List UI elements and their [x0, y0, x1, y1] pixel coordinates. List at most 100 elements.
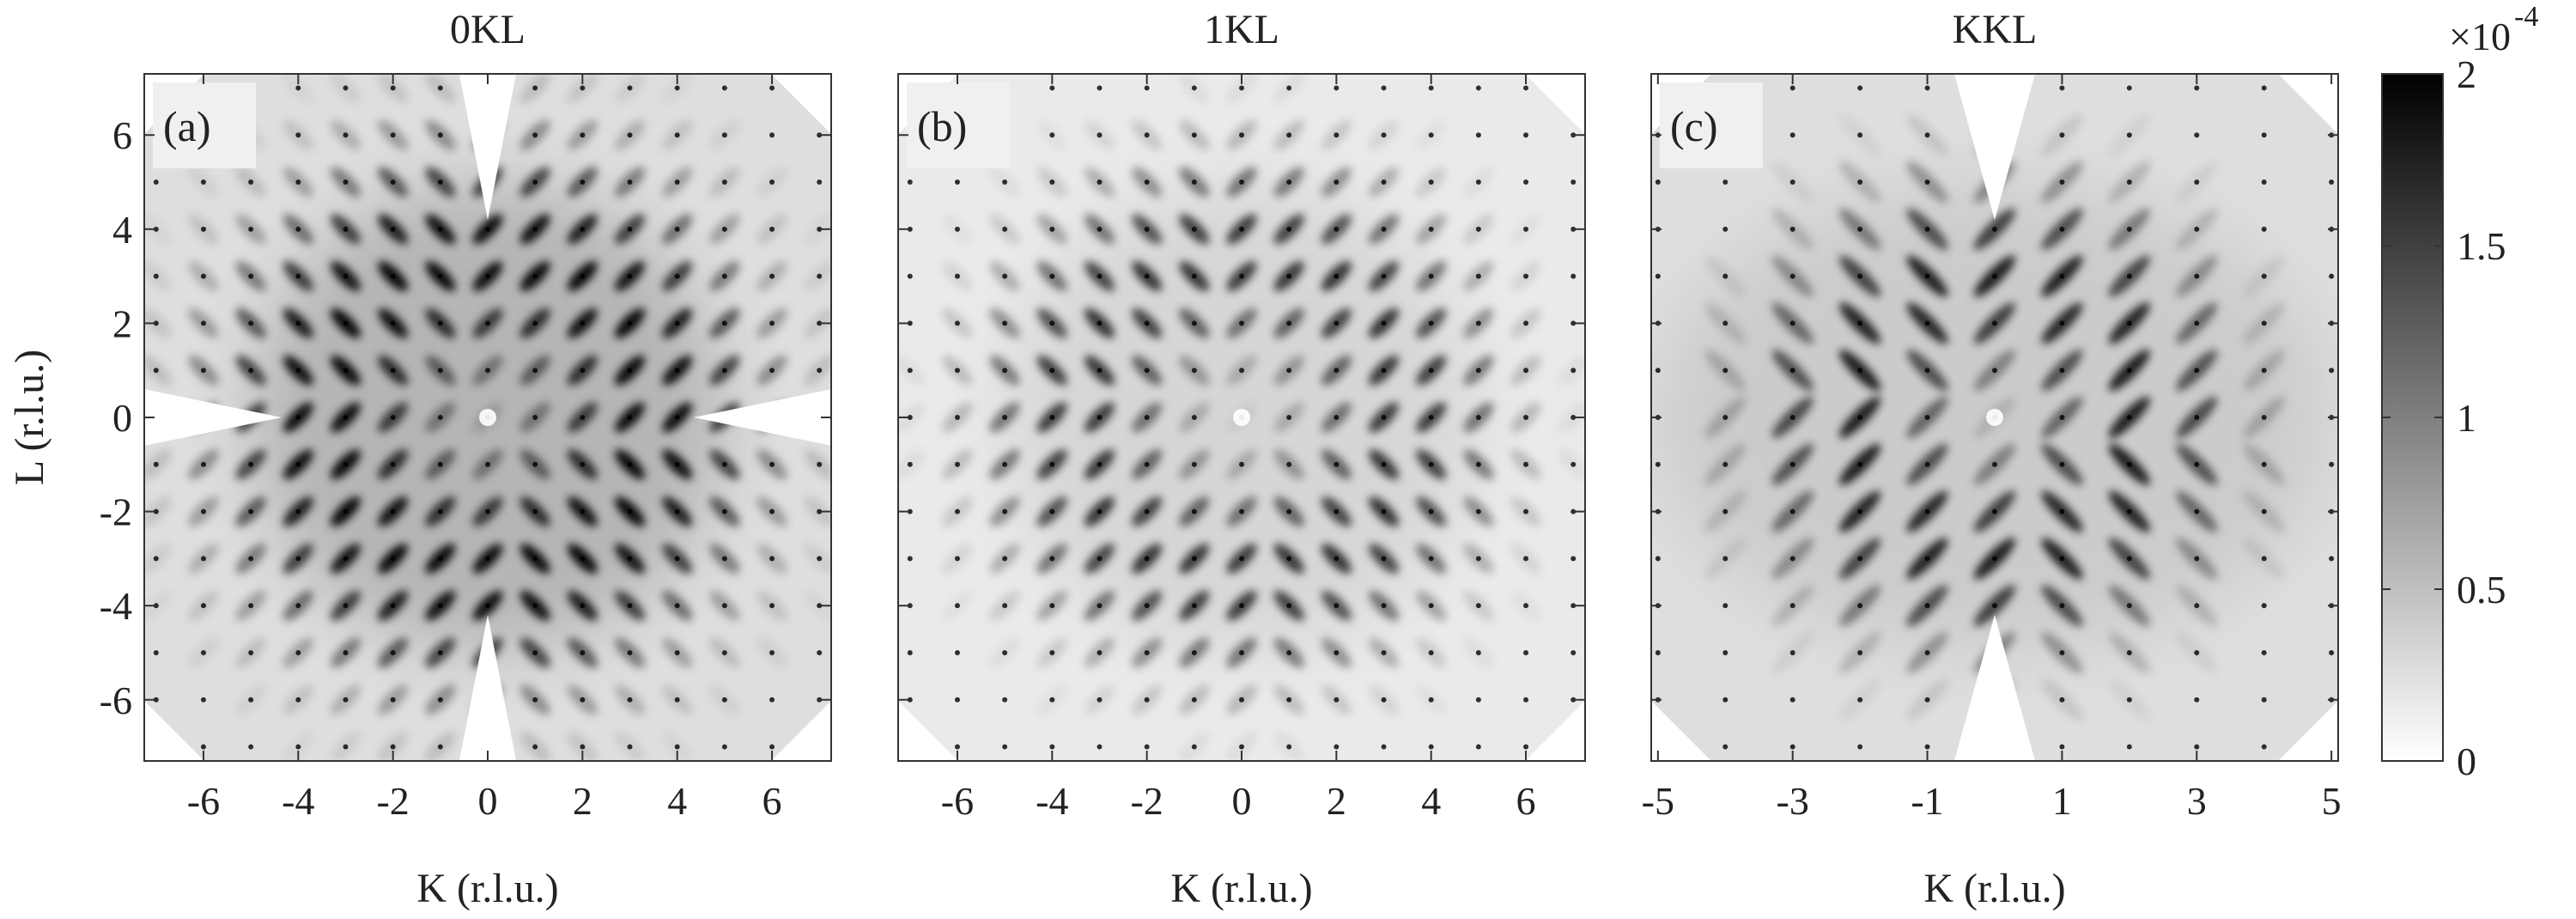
bragg-dot [154, 39, 159, 44]
bragg-dot [1924, 649, 1930, 655]
bragg-dot [1588, 509, 1593, 514]
bragg-dot [860, 368, 866, 373]
bragg-dot [2261, 368, 2267, 374]
bragg-dot [437, 180, 443, 186]
bragg-dot [1789, 649, 1795, 655]
bragg-dot [295, 603, 301, 609]
bragg-dot [2059, 273, 2065, 279]
bragg-dot [437, 415, 443, 420]
bragg-dot [1857, 461, 1863, 467]
bragg-dot [390, 415, 396, 420]
bragg-dot [1097, 39, 1102, 44]
bragg-dot [1381, 132, 1387, 138]
y-tick-label: -2 [100, 490, 132, 534]
bragg-dot [1523, 39, 1528, 44]
bragg-dot [1191, 461, 1197, 467]
bragg-dot [1239, 556, 1244, 562]
bragg-dot [627, 226, 633, 232]
bragg-dot [1571, 415, 1577, 420]
y-tick-label: 4 [112, 208, 132, 252]
bragg-dot [1618, 368, 1623, 373]
bragg-dot [1334, 132, 1340, 138]
bragg-dot [1192, 791, 1197, 796]
bragg-dot [1722, 461, 1728, 467]
bragg-dot [627, 132, 633, 138]
bragg-dot [2194, 697, 2200, 703]
bragg-dot [1656, 39, 1661, 44]
bragg-dot [390, 132, 396, 138]
bragg-dot [1428, 697, 1434, 703]
bragg-dot [1722, 697, 1728, 703]
colorbar-exponent: -4 [2514, 1, 2538, 33]
bragg-dot [1239, 368, 1244, 374]
bragg-dot [627, 649, 633, 655]
bragg-dot [721, 461, 727, 467]
bragg-dot [1571, 368, 1577, 374]
bragg-dot [1002, 508, 1008, 514]
bragg-dot [1789, 368, 1795, 374]
colorbar [2381, 73, 2444, 762]
bragg-dot [1924, 85, 1930, 91]
bragg-dot [437, 744, 443, 750]
bragg-dot [580, 273, 586, 279]
bragg-dot [200, 273, 206, 279]
bragg-dot [2059, 697, 2065, 703]
bragg-dot [2194, 603, 2200, 609]
bragg-dot [2126, 132, 2132, 138]
bragg-dot [1334, 180, 1340, 186]
bragg-dot [769, 226, 775, 232]
bragg-dot [2059, 744, 2065, 750]
bragg-dot [1992, 226, 1997, 232]
bragg-dot [1097, 132, 1103, 138]
spot [89, 445, 128, 484]
colorbar-tick-label: 0.5 [2457, 568, 2506, 612]
bragg-dot [1144, 85, 1150, 91]
bragg-dot [1722, 226, 1728, 232]
bragg-dot [907, 508, 913, 514]
bragg-dot [817, 132, 823, 138]
bragg-dot [532, 273, 538, 279]
bragg-dot [1571, 697, 1577, 703]
colorbar-scale: ×10 [2449, 15, 2511, 58]
bragg-dot [390, 273, 396, 279]
bragg-dot [769, 603, 775, 609]
bragg-dot [864, 274, 869, 279]
bragg-dot [674, 556, 680, 562]
colorbar-tick-label: 1.5 [2457, 224, 2506, 268]
gap [459, 74, 517, 220]
bragg-dot [485, 273, 490, 279]
bragg-dot [532, 368, 538, 374]
bragg-dot [1924, 508, 1930, 514]
bragg-dot [1588, 462, 1593, 467]
bragg-dot [1334, 556, 1340, 562]
bragg-dot [390, 226, 396, 232]
x-tick-label: -1 [1911, 779, 1943, 823]
bragg-dot [721, 320, 727, 326]
bragg-dot [1428, 556, 1434, 562]
bragg-dot [1049, 508, 1055, 514]
bragg-dot [864, 132, 869, 137]
bragg-dot [860, 462, 866, 467]
panel-label-box [907, 82, 1010, 168]
bragg-dot [1381, 744, 1387, 750]
center-spot [1233, 409, 1250, 426]
bragg-dot [1381, 603, 1387, 609]
bragg-dot [1144, 697, 1150, 703]
bragg-dot [1857, 132, 1863, 138]
bragg-dot [106, 791, 112, 796]
bragg-dot [1523, 508, 1529, 514]
bragg-dot [295, 415, 301, 420]
bragg-dot [722, 791, 727, 796]
bragg-dot [1722, 368, 1728, 374]
bragg-dot [769, 180, 775, 186]
bragg-dot [1286, 649, 1292, 655]
bragg-dot [295, 226, 301, 232]
heatmap-image [89, 39, 869, 796]
bragg-dot [860, 791, 866, 796]
bragg-dot [2059, 461, 2065, 467]
bragg-dot [1523, 556, 1529, 562]
bragg-dot [390, 461, 396, 467]
bragg-dot [1334, 39, 1339, 44]
bragg-dot [627, 320, 633, 326]
corner-cut [898, 701, 958, 761]
